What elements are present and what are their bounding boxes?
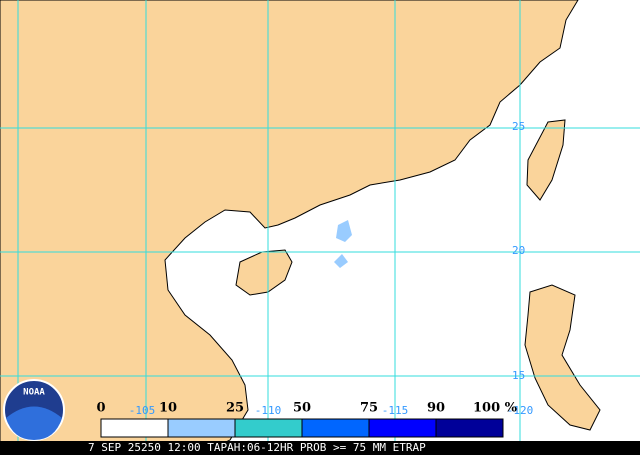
caption-bar [0,441,640,455]
lat-label: 15 [512,369,525,382]
legend-label: 75 [360,401,378,416]
legend-label: 25 [226,401,244,416]
caption: 7 SEP 25250 12:00 TAPAH:06-12HR PROB >= … [88,441,426,454]
lon-label: -105 [129,404,156,417]
legend-label: 100 % [473,401,518,416]
lon-label: -120 [507,404,534,417]
legend-swatch [435,418,504,438]
legend-label: 10 [159,401,177,416]
logo-text: NOAA [23,388,45,398]
lat-label: 20 [512,244,525,257]
lat-label: 25 [512,120,525,133]
legend-swatch [301,418,370,438]
legend-label: 50 [293,401,311,416]
luzon-island [524,284,601,431]
lon-label: -115 [382,404,409,417]
legend-swatch [368,418,437,438]
legend: 0 10 25 50 75 90 100 % [96,401,518,438]
legend-swatch [167,418,236,438]
lon-label: -110 [255,404,282,417]
taiwan-island [526,119,566,201]
legend-swatch [100,418,169,438]
legend-swatch [234,418,303,438]
legend-label: 0 [96,401,105,416]
noaa-logo: NOAA [3,379,65,441]
hainan-island [235,249,293,296]
legend-label: 90 [427,401,445,416]
mainland [0,0,579,455]
logo-wave [6,406,62,440]
probability-area [334,220,352,268]
